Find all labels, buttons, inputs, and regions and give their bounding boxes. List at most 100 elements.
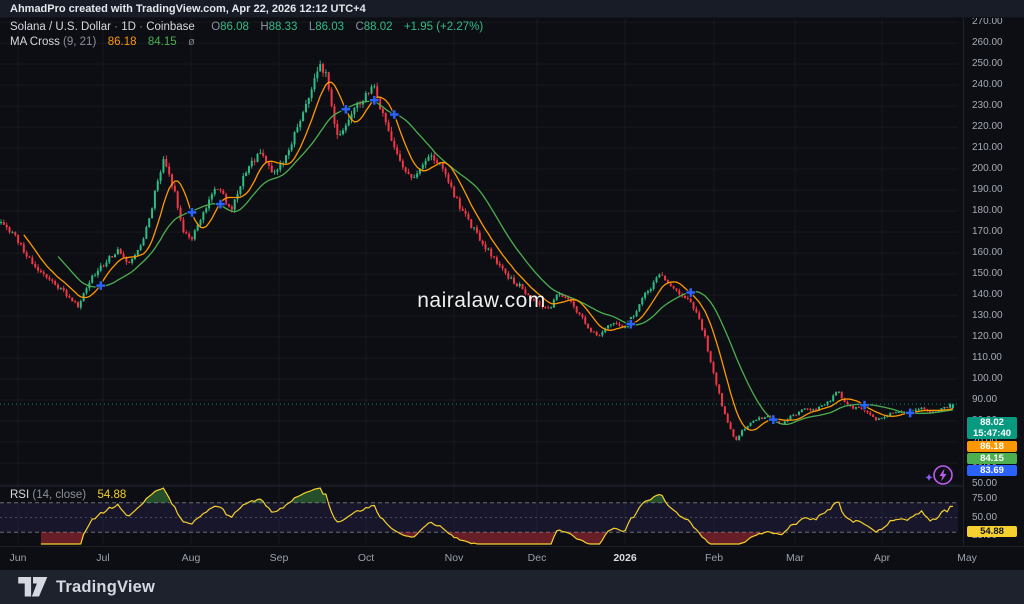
time-tick-month: Feb	[704, 552, 724, 564]
price-tick: 210.00	[972, 142, 1003, 154]
tradingview-logo[interactable]: TradingView	[18, 577, 155, 597]
cross-marker	[905, 407, 916, 418]
rsi-band	[0, 502, 958, 533]
price-tick: 90.00	[972, 394, 998, 406]
ma-cross-markers[interactable]	[95, 95, 916, 425]
time-tick-month: Sep	[269, 552, 289, 564]
time-tick-year: 2026	[613, 552, 637, 564]
ma-slow-price-label: 84.15	[967, 453, 1017, 464]
rsi-legend[interactable]: RSI (14, close) 54.88	[10, 489, 126, 501]
ma-fast-line[interactable]	[23, 81, 954, 431]
rsi-threshold-fill	[291, 488, 326, 503]
header-credit-bar: AhmadPro created with TradingView.com, A…	[0, 0, 1024, 18]
indicator-name: RSI	[10, 489, 30, 501]
sparkle-icon	[925, 473, 933, 481]
tradingview-logo-text: TradingView	[56, 577, 156, 596]
candlestick-series[interactable]	[0, 60, 954, 441]
blue-level-price-label: 83.69	[967, 465, 1017, 476]
price-tick: 170.00	[972, 226, 1003, 238]
time-tick-month: Jun	[9, 552, 27, 564]
ma-fast-price-label: 86.18	[967, 441, 1017, 452]
visibility-toggle-icon[interactable]: ø	[188, 36, 195, 48]
price-tick: 240.00	[972, 79, 1003, 91]
ma-cross-legend[interactable]: MA Cross (9, 21) 86.18 84.15 ø	[10, 36, 195, 48]
footer-bar: TradingView	[0, 570, 1024, 604]
low-label: L	[308, 21, 316, 33]
price-tick: 120.00	[972, 331, 1003, 343]
indicator-params: (9, 21)	[63, 36, 97, 48]
close-value: 88.02	[363, 21, 393, 33]
last-price-label: 88.02 15:47:40	[967, 417, 1017, 439]
price-tick: 130.00	[972, 310, 1003, 322]
cross-marker	[768, 414, 779, 425]
price-tick: 220.00	[972, 121, 1003, 133]
price-tick: 110.00	[972, 352, 1002, 364]
price-tick: 190.00	[972, 184, 1003, 196]
price-tick: 160.00	[972, 247, 1003, 259]
lightning-icon	[939, 468, 947, 482]
price-tick: 50.00	[972, 477, 998, 489]
rsi-threshold-fill	[568, 532, 606, 544]
change-value: +1.95 (+2.27%)	[403, 21, 484, 33]
rsi-threshold-fill	[400, 532, 418, 538]
time-tick-month: Mar	[785, 552, 805, 564]
rsi-value: 54.88	[97, 489, 127, 501]
time-axis[interactable]: Jun Jul Aug Sep Oct Nov Dec 2026 Feb Mar Apr May	[0, 546, 1024, 571]
cross-marker	[95, 280, 106, 291]
rsi-threshold-fill	[448, 532, 554, 544]
rsi-threshold-fill	[645, 494, 666, 503]
separator-dot: ·	[114, 21, 119, 33]
time-tick-month: Apr	[873, 552, 891, 564]
candle-countdown: 15:47:40	[972, 428, 1012, 439]
time-tick-month: Oct	[357, 552, 375, 564]
time-tick-month: Dec	[527, 552, 547, 564]
cross-marker	[389, 109, 400, 120]
high-value: 88.33	[268, 21, 298, 33]
price-tick: 260.00	[972, 37, 1003, 49]
cross-marker	[215, 199, 226, 210]
open-label: O	[211, 21, 221, 33]
time-tick-month: Aug	[181, 552, 201, 564]
cross-marker	[340, 104, 351, 115]
ma-fast-value: 86.18	[107, 36, 137, 48]
rsi-threshold-fill	[699, 532, 765, 544]
rsi-tick: 50.00	[972, 511, 998, 523]
indicator-params: (14, close)	[32, 489, 87, 501]
rsi-line[interactable]	[40, 487, 953, 545]
header-credit-text: AhmadPro created with TradingView.com, A…	[10, 3, 366, 15]
rsi-value-label: 54.88	[967, 526, 1017, 537]
close-label: C	[355, 21, 364, 33]
cross-marker	[625, 319, 636, 330]
rsi-threshold-fill	[143, 488, 170, 503]
ma-slow-line[interactable]	[57, 100, 953, 426]
price-tick: 250.00	[972, 58, 1003, 70]
price-tick: 270.00	[972, 16, 1003, 28]
symbol-title: Solana / U.S. Dollar	[10, 21, 111, 33]
interval-label: 1D	[121, 21, 136, 33]
price-tick: 230.00	[972, 100, 1003, 112]
price-tick: 100.00	[972, 373, 1003, 385]
price-axis[interactable]: 270.00 260.00 250.00 240.00 230.00 220.00 210.…	[963, 16, 1024, 546]
price-tick: 200.00	[972, 163, 1003, 175]
time-tick-month: Nov	[444, 552, 464, 564]
grid	[0, 18, 958, 545]
cross-marker	[186, 207, 197, 218]
cross-marker	[859, 400, 870, 411]
rsi-tick: 75.00	[972, 493, 998, 504]
time-tick-month: Jul	[96, 552, 110, 564]
exchange-label: Coinbase	[146, 21, 195, 33]
rsi-threshold-fill	[40, 532, 84, 544]
indicator-name: MA Cross	[10, 36, 60, 48]
price-tick: 150.00	[972, 268, 1003, 280]
cross-marker	[369, 95, 380, 106]
cross-marker	[685, 287, 696, 298]
high-label: H	[260, 21, 269, 33]
chart-canvas[interactable]	[0, 0, 963, 604]
open-value: 86.08	[220, 21, 249, 33]
symbol-legend[interactable]: Solana / U.S. Dollar · 1D · Coinbase O86…	[10, 21, 483, 33]
price-tick: 140.00	[972, 289, 1003, 301]
price-tick: 180.00	[972, 205, 1003, 217]
lightning-boost-icon[interactable]	[922, 462, 956, 488]
ma-slow-value: 84.15	[147, 36, 177, 48]
